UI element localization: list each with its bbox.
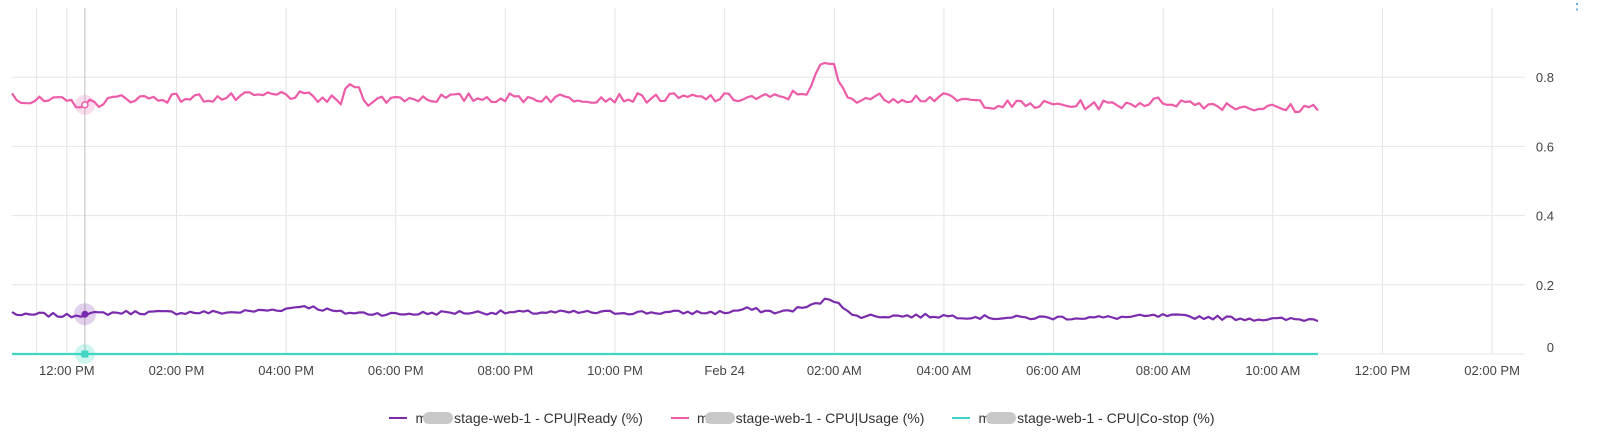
legend-prefix: m (696, 410, 709, 426)
series-line (11, 61, 1319, 114)
x-tick-label: 02:00 PM (1464, 363, 1520, 378)
redacted-blur (986, 412, 1017, 424)
grid (12, 8, 1525, 355)
y-tick-label: 0.6 (1536, 139, 1554, 154)
legend-prefix: m (978, 410, 991, 426)
legend-label: stage-web-1 - CPU|Ready (%) (454, 410, 643, 426)
hover-markers (73, 94, 96, 364)
legend-item-usage[interactable]: m stage-web-1 - CPU|Usage (%) (670, 408, 925, 428)
legend: m stage-web-1 - CPU|Ready (%) m stage-web-… (0, 408, 1604, 428)
y-tick-labels: 0 0.2 0.4 0.6 0.8 (1536, 70, 1554, 355)
x-tick-label: 12:00 PM (1355, 363, 1411, 378)
x-tick-label: 08:00 PM (478, 363, 534, 378)
ready-marker (81, 310, 89, 318)
x-tick-labels: 12:00 PM 02:00 PM 04:00 PM 06:00 PM 08:00 PM… (39, 363, 1520, 378)
series-line (11, 297, 1319, 323)
x-tick-label: 06:00 PM (368, 363, 424, 378)
redacted-blur (704, 412, 735, 424)
y-tick-label: 0 (1547, 340, 1554, 355)
legend-label: stage-web-1 - CPU|Co-stop (%) (1017, 410, 1215, 426)
y-tick-label: 0.2 (1536, 278, 1554, 293)
y-tick-label: 0.8 (1536, 70, 1554, 85)
series-lines (11, 61, 1319, 356)
x-tick-label: 12:00 PM (39, 363, 95, 378)
legend-swatch-costop (952, 417, 971, 419)
x-tick-label: 02:00 AM (807, 363, 862, 378)
x-tick-label: 04:00 PM (258, 363, 314, 378)
x-tick-label: 10:00 AM (1245, 363, 1300, 378)
x-tick-label: 08:00 AM (1136, 363, 1191, 378)
x-tick-label: 02:00 PM (149, 363, 205, 378)
x-tick-label: 10:00 PM (587, 363, 643, 378)
legend-prefix: m (415, 410, 428, 426)
legend-item-ready[interactable]: m stage-web-1 - CPU|Ready (%) (389, 408, 643, 428)
x-tick-label: Feb 24 (704, 363, 744, 378)
y-tick-label: 0.4 (1536, 209, 1554, 224)
legend-label: stage-web-1 - CPU|Usage (%) (735, 410, 925, 426)
chart: 0 0.2 0.4 0.6 0.8 12:00 PM 02:00 PM 04:00 PM 06… (11, 8, 1554, 378)
more-options-icon[interactable]: ⋮ (1569, 0, 1585, 13)
x-tick-label: 06:00 AM (1026, 363, 1081, 378)
redacted-blur (423, 412, 454, 424)
costop-marker (81, 350, 89, 358)
legend-item-costop[interactable]: m stage-web-1 - CPU|Co-stop (%) (952, 408, 1215, 428)
usage-marker (81, 101, 89, 109)
x-tick-label: 04:00 AM (916, 363, 971, 378)
legend-swatch-ready (389, 417, 408, 419)
legend-swatch-usage (670, 417, 689, 419)
